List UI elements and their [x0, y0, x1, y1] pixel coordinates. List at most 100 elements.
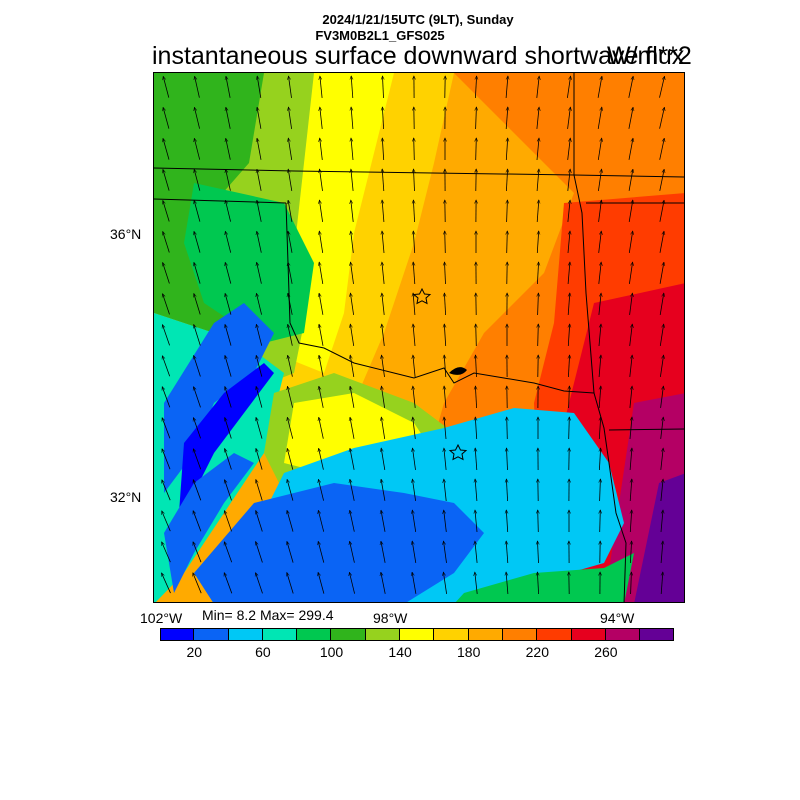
wind-arrow — [163, 201, 170, 222]
wind-arrow — [287, 448, 294, 470]
wind-arrow — [319, 262, 324, 284]
wind-arrow — [597, 107, 602, 129]
wind-arrow — [288, 231, 293, 253]
units-label: W/m**2 — [607, 42, 692, 70]
valid-time-label: 2024/1/21/15UTC (9LT), Sunday — [322, 12, 514, 27]
wind-arrow — [568, 293, 570, 316]
wind-arrow — [319, 355, 324, 377]
wind-arrow — [659, 293, 664, 315]
model-name-label: FV3M0B2L1_GFS025 — [315, 28, 445, 43]
lon-label-102w: 102°W — [140, 610, 183, 626]
wind-arrow — [256, 542, 263, 563]
wind-arrow — [444, 355, 446, 378]
wind-arrow — [287, 573, 294, 594]
wind-arrow — [350, 479, 355, 501]
wind-arrow — [224, 542, 233, 563]
wind-arrow — [599, 386, 601, 409]
wind-arrow — [507, 231, 508, 254]
wind-arrow — [567, 262, 570, 285]
city-star-2 — [448, 443, 468, 461]
legend-tick-label: 20 — [186, 644, 203, 660]
wind-arrow — [505, 76, 508, 99]
wind-arrow — [289, 76, 292, 98]
wind-arrow — [225, 293, 232, 315]
wind-arrow — [630, 541, 631, 564]
legend-tick-label: 260 — [594, 644, 618, 660]
wind-arrow — [537, 200, 539, 223]
wind-arrow — [412, 572, 417, 594]
wind-arrow — [506, 107, 508, 130]
wind-arrow — [475, 510, 478, 533]
legend-color-box — [502, 628, 538, 641]
legend-color-box — [571, 628, 606, 641]
wind-arrow — [194, 107, 200, 129]
wind-arrow — [351, 107, 354, 130]
wind-arrow — [659, 324, 663, 346]
wind-arrow — [507, 200, 508, 223]
wind-arrow — [506, 572, 509, 595]
wind-arrow — [287, 541, 294, 563]
legend-tick-label: 220 — [525, 644, 549, 660]
wind-arrow — [475, 541, 478, 563]
wind-arrow — [320, 76, 323, 98]
wind-arrow — [598, 200, 602, 222]
wind-arrow — [629, 417, 632, 440]
wind-arrow — [257, 200, 262, 222]
wind-arrow — [257, 231, 262, 253]
wind-arrow — [194, 294, 201, 315]
wind-arrow — [288, 107, 292, 129]
wind-arrow — [257, 76, 262, 98]
wind-arrow — [193, 511, 202, 532]
wind-arrow — [163, 169, 170, 191]
wind-arrow — [538, 510, 539, 533]
wind-arrow — [194, 200, 201, 222]
wind-arrow — [318, 541, 325, 563]
wind-arrow — [163, 76, 170, 98]
wind-arrow — [162, 449, 171, 470]
wind-arrow — [445, 262, 446, 285]
wind-arrow — [225, 231, 232, 253]
wind-arrow — [538, 293, 539, 316]
wind-arrow — [225, 418, 232, 439]
legend-tick-label: 100 — [319, 644, 344, 660]
wind-arrow — [659, 200, 664, 222]
lat-label-32n: 32°N — [110, 489, 142, 505]
wind-arrow — [320, 138, 323, 160]
wind-arrow — [598, 355, 601, 378]
wind-arrow — [288, 324, 293, 346]
wind-arrow — [351, 200, 354, 222]
wind-arrow — [412, 541, 417, 563]
wind-arrow — [598, 262, 601, 284]
wind-arrow — [661, 572, 663, 595]
wind-arrow — [382, 262, 385, 284]
wind-arrow — [569, 386, 570, 409]
wind-arrow — [475, 479, 478, 502]
wind-arrow — [163, 294, 170, 315]
wind-arrow — [319, 200, 323, 222]
wind-arrow — [257, 107, 262, 129]
wind-arrow — [195, 76, 200, 98]
wind-arrow — [382, 231, 385, 254]
wind-arrow — [507, 417, 508, 440]
wind-arrow — [506, 138, 507, 161]
lat-label-36n: 36°N — [110, 226, 142, 242]
wind-arrow — [256, 355, 263, 377]
wind-arrow — [161, 573, 171, 594]
wind-arrow — [319, 386, 324, 408]
shade-green2-region — [184, 183, 314, 343]
wind-arrow — [257, 169, 262, 191]
legend-color-box — [434, 628, 469, 641]
wind-arrow — [381, 386, 385, 408]
wind-arrow — [256, 480, 263, 501]
wind-arrow — [629, 386, 632, 408]
wind-arrow — [628, 169, 633, 191]
wind-arrow — [288, 262, 293, 284]
wind-arrow — [629, 293, 633, 315]
wind-arrow — [569, 417, 570, 440]
wind-arrow — [319, 448, 324, 470]
wind-arrow — [629, 448, 632, 471]
wind-arrow — [475, 417, 476, 440]
wind-arrow — [413, 355, 416, 377]
legend-color-box — [331, 628, 366, 641]
wind-arrow — [194, 356, 201, 377]
